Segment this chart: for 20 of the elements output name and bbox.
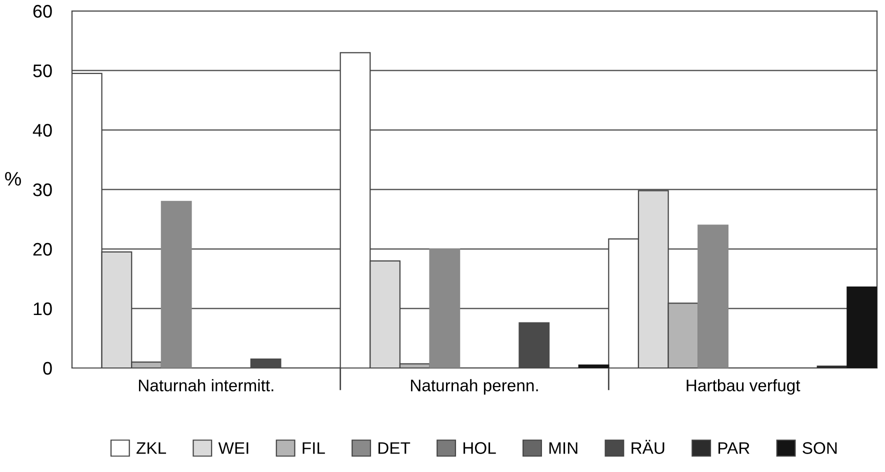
legend-label: MIN [549, 442, 578, 454]
legend-label: RÄU [632, 440, 664, 454]
legend-label: WEI [218, 442, 248, 454]
y-tick-label: 30 [33, 183, 52, 196]
y-tick-label: 10 [34, 302, 52, 316]
legend-label: ZKL [136, 442, 166, 454]
y-tick-label: 40 [32, 124, 52, 137]
y-tick-label: 50 [33, 64, 52, 78]
x-tick-label: Hartbau verfugt [686, 379, 800, 395]
x-tick-label: Naturnah perenn. [411, 379, 538, 395]
legend-label: FIL [302, 442, 325, 454]
legend-label: DET [378, 442, 410, 454]
legend-label: SON [802, 442, 837, 454]
legend-label: HOL [464, 442, 496, 454]
y-tick-label: 60 [33, 4, 52, 18]
y-tick-label: 0 [43, 362, 52, 375]
legend-label: PAR [718, 442, 750, 454]
y-axis-title: % [5, 172, 21, 186]
x-tick-label: Naturnah intermitt. [138, 379, 274, 392]
y-tick-label: 20 [33, 242, 52, 256]
